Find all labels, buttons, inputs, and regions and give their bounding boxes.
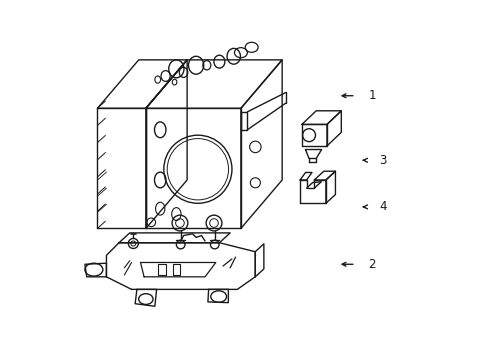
Text: 3: 3: [378, 154, 386, 167]
Text: 2: 2: [367, 258, 375, 271]
Text: 4: 4: [378, 201, 386, 213]
Text: 1: 1: [367, 89, 375, 102]
